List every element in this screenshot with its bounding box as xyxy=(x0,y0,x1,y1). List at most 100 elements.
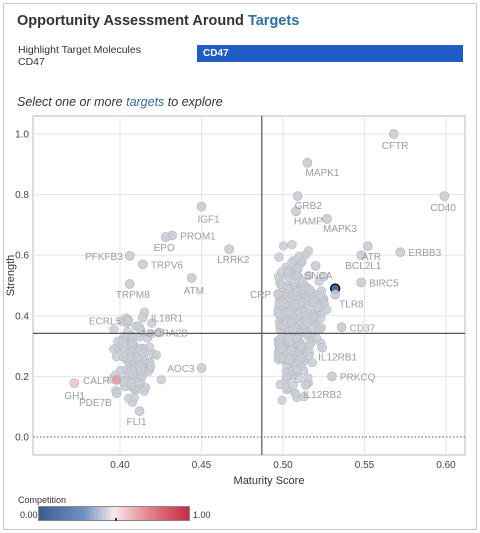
data-point[interactable] xyxy=(305,285,315,295)
data-point[interactable] xyxy=(127,378,137,388)
data-point[interactable] xyxy=(146,361,156,371)
data-point[interactable] xyxy=(286,345,296,355)
point-label: EPO xyxy=(154,243,175,254)
data-point-grb2[interactable] xyxy=(292,191,303,201)
title-accent-link[interactable]: Targets xyxy=(247,13,300,29)
y-axis-title: Strength xyxy=(5,255,17,297)
data-point-cd37[interactable] xyxy=(336,322,347,333)
data-point[interactable] xyxy=(127,369,138,379)
data-point[interactable] xyxy=(274,252,284,262)
data-point-ecrl5[interactable] xyxy=(123,315,133,326)
data-point[interactable] xyxy=(290,389,301,399)
data-point-gh1[interactable] xyxy=(69,378,80,388)
data-point-il18r1[interactable] xyxy=(137,312,148,323)
data-point-hamp[interactable] xyxy=(291,206,301,217)
data-point-cftr[interactable] xyxy=(388,129,399,139)
data-point-bcl2l1[interactable] xyxy=(356,250,367,261)
data-point[interactable] xyxy=(305,340,315,350)
data-point[interactable] xyxy=(283,268,293,278)
data-point-trpv6[interactable] xyxy=(137,259,148,270)
data-point[interactable] xyxy=(322,304,332,315)
data-point[interactable] xyxy=(138,348,148,358)
data-point-il12rb1[interactable] xyxy=(317,342,327,353)
data-point[interactable] xyxy=(145,342,155,352)
data-point-calr[interactable] xyxy=(111,375,122,385)
data-point[interactable] xyxy=(315,290,325,300)
data-point-fli1[interactable] xyxy=(134,406,145,417)
data-point[interactable] xyxy=(300,250,311,260)
data-point-mapk3[interactable] xyxy=(322,213,332,224)
data-point-prkcq[interactable] xyxy=(327,371,337,382)
data-point[interactable] xyxy=(129,393,139,403)
legend-title: Competition xyxy=(18,495,67,505)
data-point-atr[interactable] xyxy=(362,241,373,251)
data-point[interactable] xyxy=(312,333,322,343)
legend-min-label: 0.00 xyxy=(20,510,38,520)
data-point[interactable] xyxy=(278,241,289,251)
data-point[interactable] xyxy=(299,392,309,402)
data-point-tlr8[interactable] xyxy=(330,289,341,300)
data-point[interactable] xyxy=(303,270,313,281)
data-point[interactable] xyxy=(284,354,294,364)
data-point[interactable] xyxy=(319,271,329,282)
data-point[interactable] xyxy=(119,352,129,362)
highlight-target-select[interactable]: CD47 xyxy=(197,45,463,62)
data-point[interactable] xyxy=(303,318,313,328)
data-point[interactable] xyxy=(128,339,138,349)
data-point-atm[interactable] xyxy=(186,273,197,283)
data-point-birc5[interactable] xyxy=(356,277,367,288)
data-point[interactable] xyxy=(282,283,292,293)
data-point-pfkfb3[interactable] xyxy=(124,250,135,261)
data-point[interactable] xyxy=(288,380,298,391)
data-point[interactable] xyxy=(313,302,323,312)
data-point[interactable] xyxy=(147,318,157,328)
data-point[interactable] xyxy=(276,343,286,354)
data-point-erbb3[interactable] xyxy=(395,247,406,258)
data-point-epo[interactable] xyxy=(160,232,171,242)
data-point[interactable] xyxy=(304,351,314,361)
data-point[interactable] xyxy=(286,317,296,327)
data-point[interactable] xyxy=(302,330,312,341)
data-point-mapk1[interactable] xyxy=(302,157,313,168)
data-point-igf1[interactable] xyxy=(196,201,207,212)
data-point-trpm8[interactable] xyxy=(124,279,135,289)
data-point[interactable] xyxy=(281,371,292,382)
data-point[interactable] xyxy=(284,308,295,318)
data-point[interactable] xyxy=(273,308,283,318)
data-point-lrrk2[interactable] xyxy=(224,244,235,254)
x-axis-title: Maturity Score xyxy=(234,475,305,487)
data-point[interactable] xyxy=(291,287,302,297)
data-point-cd40[interactable] xyxy=(439,191,450,201)
data-point[interactable] xyxy=(287,239,297,250)
y-tick-label: 0.2 xyxy=(15,372,29,383)
data-point[interactable] xyxy=(118,336,128,346)
point-label: GH1 xyxy=(64,391,85,402)
legend-max-label: 1.00 xyxy=(193,510,211,520)
data-point[interactable] xyxy=(136,325,146,336)
data-point[interactable] xyxy=(136,365,146,375)
data-point[interactable] xyxy=(109,344,119,354)
data-point[interactable] xyxy=(287,257,297,267)
data-point[interactable] xyxy=(316,313,326,323)
data-point[interactable] xyxy=(296,342,306,352)
data-point[interactable] xyxy=(314,325,324,335)
targets-link[interactable]: targets xyxy=(126,95,165,109)
data-point[interactable] xyxy=(139,386,149,396)
data-point-crp[interactable] xyxy=(273,289,283,299)
data-point[interactable] xyxy=(298,277,308,288)
data-point-snca[interactable] xyxy=(310,260,321,271)
data-point[interactable] xyxy=(283,333,293,343)
data-point-adora2b[interactable] xyxy=(154,327,164,338)
data-point-pde7b[interactable] xyxy=(111,388,122,398)
labeled-points[interactable] xyxy=(69,129,450,417)
data-point[interactable] xyxy=(277,395,287,405)
data-point-aoc3[interactable] xyxy=(196,363,207,373)
data-point[interactable] xyxy=(279,298,289,308)
data-point[interactable] xyxy=(156,375,166,385)
data-point[interactable] xyxy=(295,352,306,362)
data-point-il12rb2[interactable] xyxy=(300,380,311,390)
data-point[interactable] xyxy=(151,350,162,360)
data-point[interactable] xyxy=(291,364,301,375)
data-point[interactable] xyxy=(122,327,133,337)
